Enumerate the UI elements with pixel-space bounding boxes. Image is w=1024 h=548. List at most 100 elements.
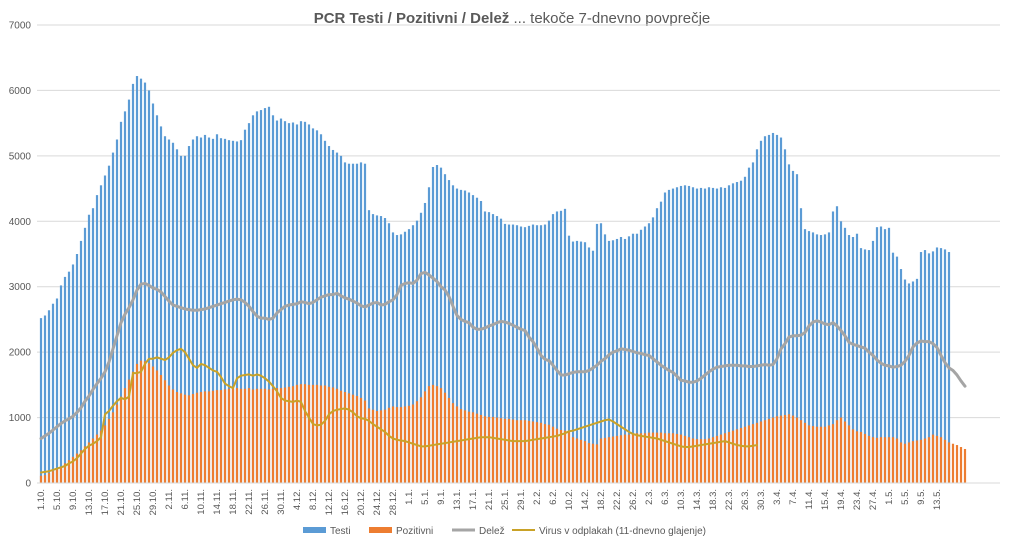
testi-bar xyxy=(187,146,191,484)
pozitivni-bar xyxy=(527,420,531,483)
x-tick-label: 30.3. xyxy=(756,489,767,510)
x-tick-label: 21.1. xyxy=(484,489,495,510)
testi-bar xyxy=(623,238,627,483)
pozitivni-bar xyxy=(439,388,443,483)
pozitivni-bar xyxy=(635,433,639,483)
testi-bar xyxy=(315,130,319,483)
testi-bar xyxy=(487,212,491,483)
pozitivni-bar xyxy=(463,410,467,483)
pozitivni-bar xyxy=(671,433,675,483)
pozitivni-bar xyxy=(511,419,515,483)
testi-bar xyxy=(259,110,263,483)
pozitivni-bar xyxy=(443,392,447,483)
testi-bar xyxy=(91,208,95,483)
x-tick-label: 22.11. xyxy=(244,489,255,515)
testi-bar xyxy=(899,269,903,483)
pozitivni-bar xyxy=(711,437,715,483)
pozitivni-bar xyxy=(119,396,123,483)
testi-bar xyxy=(719,187,723,483)
testi-bar xyxy=(243,129,247,483)
x-tick-label: 9.5. xyxy=(916,489,927,505)
delez-line xyxy=(39,270,967,441)
testi-bar xyxy=(251,115,255,483)
testi-bar xyxy=(755,149,759,483)
x-tick-label: 17.10. xyxy=(100,489,111,515)
pozitivni-bar xyxy=(747,425,751,483)
pozitivni-bar xyxy=(783,414,787,483)
pozitivni-bar xyxy=(143,361,147,483)
legend-testi-swatch xyxy=(303,527,326,533)
testi-bar xyxy=(703,188,707,483)
x-tick-label: 8.12. xyxy=(308,489,319,510)
testi-bar xyxy=(939,248,943,483)
pozitivni-bar xyxy=(771,417,775,483)
testi-bar xyxy=(471,195,475,484)
testi-bar xyxy=(87,214,91,484)
x-tick-label: 19.4. xyxy=(836,489,847,510)
pozitivni-bar xyxy=(639,433,643,483)
pozitivni-bar xyxy=(275,388,279,483)
x-tick-label: 30.11. xyxy=(276,489,287,515)
testi-bar xyxy=(919,252,923,483)
pozitivni-bar xyxy=(43,475,47,483)
pozitivni-bar xyxy=(855,431,859,483)
pozitivni-bar xyxy=(59,466,63,483)
testi-bar xyxy=(579,241,583,483)
testi-bar xyxy=(739,180,743,483)
testi-bar xyxy=(167,139,171,483)
testi-bar xyxy=(271,115,275,483)
testi-bar xyxy=(503,223,507,483)
testi-bar xyxy=(139,78,143,484)
x-tick-label: 5.5. xyxy=(900,489,911,505)
pozitivni-bar xyxy=(431,384,435,483)
x-tick-label: 20.12. xyxy=(356,489,367,515)
pozitivni-bar xyxy=(915,440,919,483)
pozitivni-bar xyxy=(663,433,667,483)
testi-bar xyxy=(699,187,703,484)
testi-bar xyxy=(843,227,847,483)
testi-bar xyxy=(943,249,947,483)
pozitivni-bar xyxy=(691,438,695,483)
testi-bar xyxy=(651,217,655,484)
pozitivni-bar xyxy=(539,422,543,483)
pozitivni-bar xyxy=(579,439,583,483)
testi-bar xyxy=(523,227,527,483)
pozitivni-bar xyxy=(619,435,623,483)
pozitivni-bar xyxy=(923,438,927,483)
pozitivni-bar xyxy=(903,443,907,483)
testi-bar xyxy=(71,264,75,483)
testi-bar xyxy=(227,140,231,483)
testi-bar xyxy=(615,238,619,483)
testi-bar xyxy=(647,223,651,483)
pozitivni-bar xyxy=(375,411,379,483)
y-tick-label: 0 xyxy=(25,479,31,490)
testi-bar xyxy=(887,227,891,483)
testi-bar xyxy=(339,155,343,484)
pozitivni-bar xyxy=(611,436,615,483)
testi-bar xyxy=(491,214,495,483)
pozitivni-bar xyxy=(687,437,691,483)
testi-bar xyxy=(735,182,739,483)
pozitivni-bar xyxy=(167,385,171,483)
testi-bar xyxy=(63,276,67,483)
testi-bar xyxy=(95,195,99,484)
pozitivni-bar xyxy=(575,438,579,483)
pozitivni-bar xyxy=(239,388,243,483)
testi-bar xyxy=(683,185,687,484)
pozitivni-bar xyxy=(235,388,239,483)
testi-bar xyxy=(231,140,235,483)
testi-bar xyxy=(835,206,839,484)
testi-bar xyxy=(51,303,55,483)
testi-bar xyxy=(639,229,643,483)
pozitivni-bar xyxy=(467,411,471,483)
pozitivni-bar xyxy=(595,444,599,483)
testi-bar xyxy=(759,140,763,483)
pozitivni-bar xyxy=(343,392,347,483)
pozitivni-bar xyxy=(779,415,783,483)
pozitivni-bar xyxy=(911,441,915,483)
pozitivni-bar xyxy=(791,415,795,483)
testi-bar xyxy=(571,241,575,483)
x-tick-label: 5.1. xyxy=(420,489,431,505)
testi-bar xyxy=(451,185,455,484)
pozitivni-bar xyxy=(311,384,315,483)
